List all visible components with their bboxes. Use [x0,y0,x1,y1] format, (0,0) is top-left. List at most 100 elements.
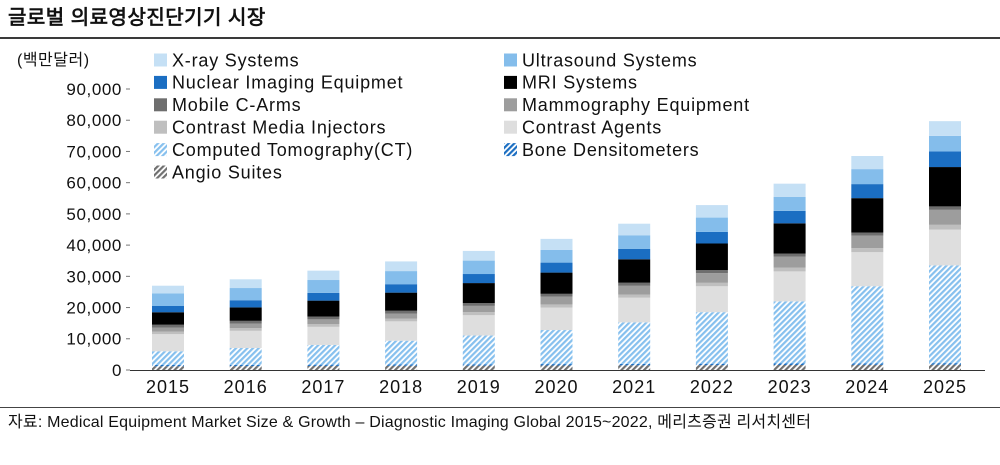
bar-mobile-c-arms-2022 [695,270,728,274]
bar-mri-systems-2020 [540,272,573,294]
bar-bone-densitometers-2025 [929,363,961,365]
bar-ultrasound-systems-2021 [618,235,651,249]
bar-nuclear-imaging-equipmet-2022 [695,231,728,244]
bar-angio-suites-2017 [307,365,340,370]
bar-stack-2015 [152,285,184,370]
bar-stack-2021 [618,223,651,370]
bar-nuclear-imaging-equipmet-2025 [929,151,961,168]
bar-mobile-c-arms-2021 [618,282,651,286]
bar-nuclear-imaging-equipmet-2023 [773,210,806,224]
y-tick-label: 60,000 [66,174,122,193]
bar-mammography-equipment-2016 [229,323,262,328]
bar-contrast-media-injectors-2019 [462,312,495,316]
bar-mammography-equipment-2015 [152,327,184,332]
bar-angio-suites-2020 [540,365,573,370]
legend-swatch [154,53,167,67]
legend-swatch [154,143,167,157]
bar-mobile-c-arms-2024 [851,232,884,236]
bar-computed-tomography-ct-2019 [462,335,495,365]
y-tick-label: 30,000 [66,267,122,286]
bar-contrast-media-injectors-2022 [695,282,728,287]
bar-ultrasound-systems-2016 [229,288,262,301]
legend-label: Mobile C-Arms [172,95,301,115]
bar-bone-densitometers-2024 [851,363,884,365]
bar-x-ray-systems-2017 [307,270,340,281]
bar-ultrasound-systems-2025 [929,135,961,152]
bar-bone-densitometers-2018 [385,364,418,366]
bar-x-ray-systems-2016 [229,279,262,289]
x-tick-label: 2022 [690,377,734,397]
bar-computed-tomography-ct-2025 [929,265,961,364]
bar-mammography-equipment-2017 [307,319,340,325]
bar-contrast-media-injectors-2017 [307,324,340,327]
bar-stack-2023 [773,183,806,370]
bar-stack-2017 [307,270,340,370]
bar-contrast-agents-2018 [385,321,418,341]
bar-nuclear-imaging-equipmet-2024 [851,184,884,199]
bar-contrast-agents-2021 [618,297,651,323]
bar-mobile-c-arms-2016 [229,320,262,324]
bar-x-ray-systems-2019 [462,250,495,261]
legend-label: Contrast Media Injectors [172,118,386,138]
bar-contrast-agents-2017 [307,326,340,345]
bar-mobile-c-arms-2020 [540,293,573,297]
legend-label: Contrast Agents [522,118,662,138]
x-tick-label: 2018 [379,377,423,397]
bar-ultrasound-systems-2020 [540,249,573,263]
legend-item-computed-tomography-ct: Computed Tomography(CT) [154,140,412,160]
bar-angio-suites-2016 [229,366,262,370]
bar-computed-tomography-ct-2020 [540,330,573,365]
bar-x-ray-systems-2022 [695,205,728,218]
y-tick-label: 20,000 [66,299,122,318]
bar-nuclear-imaging-equipmet-2015 [152,305,184,313]
bar-stack-2024 [851,156,884,370]
bar-ultrasound-systems-2024 [851,169,884,185]
y-axis-unit-label: (백만달러) [17,52,90,69]
bar-mobile-c-arms-2017 [307,316,340,320]
bar-angio-suites-2022 [695,365,728,370]
bar-mammography-equipment-2018 [385,313,418,319]
bar-computed-tomography-ct-2023 [773,301,806,364]
source-divider [0,407,1000,408]
bar-mammography-equipment-2023 [773,256,806,268]
legend-item-contrast-media-injectors: Contrast Media Injectors [154,118,386,138]
legend-item-angio-suites: Angio Suites [154,162,282,182]
x-tick-label: 2024 [845,377,889,397]
bar-nuclear-imaging-equipmet-2019 [462,274,495,284]
x-tick-label: 2016 [224,377,268,397]
bar-nuclear-imaging-equipmet-2016 [229,300,262,308]
bar-contrast-media-injectors-2016 [229,328,262,331]
bar-stack-2018 [385,261,418,370]
legend-swatch [504,75,517,89]
x-tick-label: 2021 [612,377,656,397]
bar-bone-densitometers-2015 [152,365,184,367]
bar-contrast-media-injectors-2015 [152,331,184,335]
legend-label: Ultrasound Systems [522,50,697,70]
legend-label: Mammography Equipment [522,95,750,115]
bar-computed-tomography-ct-2021 [618,322,651,364]
bar-ultrasound-systems-2023 [773,196,806,211]
bar-mammography-equipment-2019 [462,305,495,313]
bar-contrast-agents-2022 [695,286,728,313]
x-tick-label: 2015 [146,377,190,397]
x-axis: 2015 2016 2017 2018 2019 2020 2021 2022 2023 2024… [130,370,985,397]
bar-contrast-agents-2025 [929,229,961,266]
bar-mri-systems-2024 [851,198,884,233]
bar-ultrasound-systems-2019 [462,260,495,275]
bar-mri-systems-2025 [929,167,961,207]
bar-angio-suites-2015 [152,366,184,370]
bar-nuclear-imaging-equipmet-2020 [540,262,573,273]
bar-x-ray-systems-2025 [929,121,961,136]
bar-contrast-agents-2015 [152,334,184,352]
bar-mammography-equipment-2024 [851,235,884,249]
bar-contrast-agents-2020 [540,307,573,331]
y-tick-label: 70,000 [66,142,122,161]
x-tick-label: 2023 [768,377,812,397]
y-tick-label: 40,000 [66,236,122,255]
bar-x-ray-systems-2021 [618,223,651,236]
page-title: 글로벌 의료영상진단기기 시장 [8,7,266,29]
legend-item-ultrasound-systems: Ultrasound Systems [504,50,697,70]
bar-stack-2025 [929,121,961,370]
